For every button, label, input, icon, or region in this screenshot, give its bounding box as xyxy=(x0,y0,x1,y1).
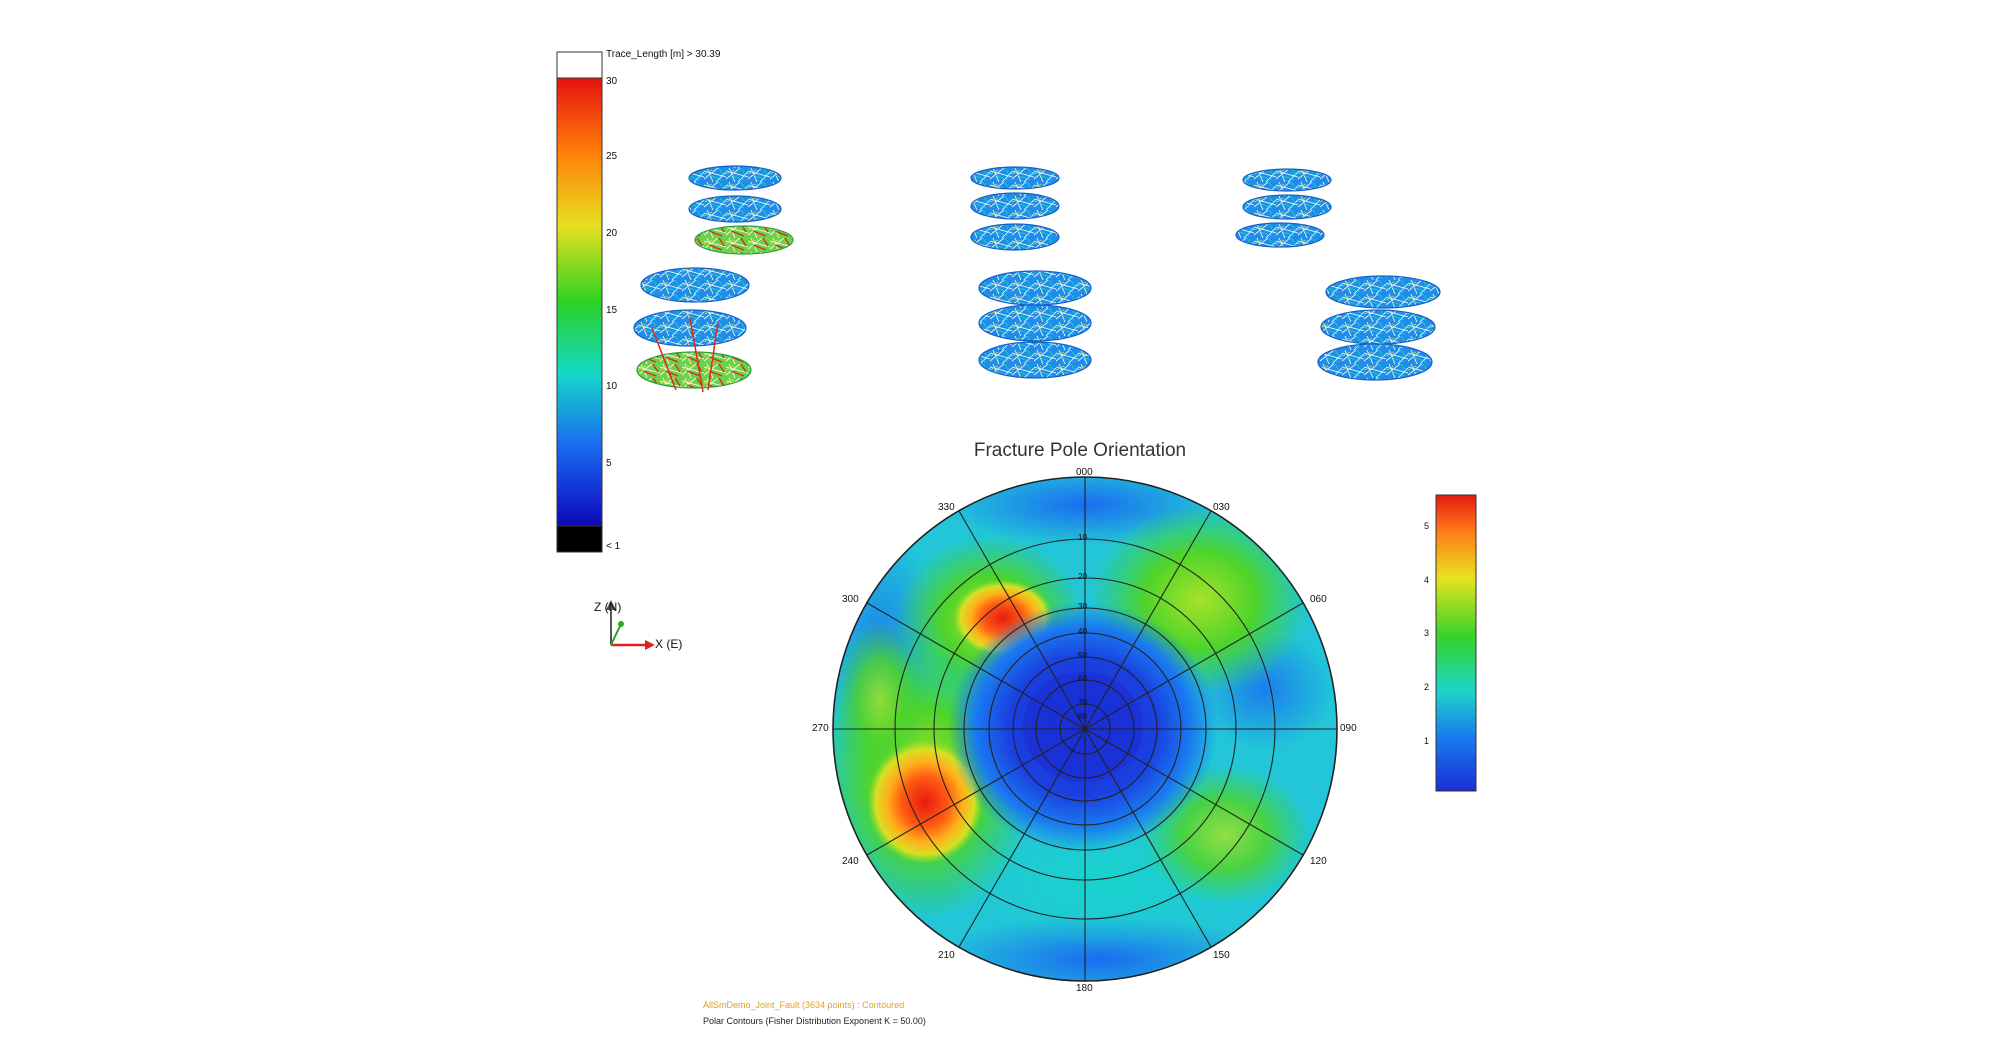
azimuth-label: 030 xyxy=(1213,502,1230,513)
cylinder-top-right xyxy=(1235,168,1332,248)
trace-legend-tick: < 1 xyxy=(606,541,621,552)
cylinder-top-left xyxy=(688,165,794,255)
dip-label: 40 xyxy=(1078,627,1087,636)
dip-label: 50 xyxy=(1078,651,1087,660)
trace-length-colorbar xyxy=(556,77,603,527)
trace-legend-tick: 15 xyxy=(606,305,618,316)
azimuth-label: 090 xyxy=(1340,723,1357,734)
cylinder-bottom-left xyxy=(633,267,752,393)
dip-label: 70 xyxy=(1078,698,1087,707)
azimuth-label: 180 xyxy=(1076,983,1093,994)
dip-label: 20 xyxy=(1078,572,1087,581)
fracture-cylinders xyxy=(633,165,1441,393)
axes-indicator xyxy=(606,600,655,650)
axis-z-label: Z (N) xyxy=(594,600,622,614)
trace-length-legend xyxy=(556,51,603,553)
azimuth-label: 240 xyxy=(842,856,859,867)
density-legend-tick: 5 xyxy=(1424,521,1430,531)
azimuth-label: 150 xyxy=(1213,950,1230,961)
azimuth-label: 270 xyxy=(812,723,829,734)
cylinder-top-middle xyxy=(970,166,1060,251)
density-legend-tick: 4 xyxy=(1424,575,1430,585)
density-peak-lower xyxy=(867,740,983,864)
trace-legend-tick: 5 xyxy=(606,458,612,469)
dip-label: 60 xyxy=(1078,674,1087,683)
azimuth-label: 120 xyxy=(1310,856,1327,867)
density-contours xyxy=(833,477,1337,981)
azimuth-label: 300 xyxy=(842,594,859,605)
stereonet xyxy=(832,476,1338,982)
stereonet-title: Fracture Pole Orientation xyxy=(973,440,1187,461)
trace-legend-tick: 25 xyxy=(606,151,618,162)
dataset-footer: AllSmDemo_Joint_Fault (3634 points) : Co… xyxy=(703,1000,905,1010)
azimuth-label: 210 xyxy=(938,950,955,961)
density-colorbar xyxy=(1435,494,1477,792)
cylinder-bottom-right xyxy=(1317,275,1441,381)
dip-label: 30 xyxy=(1078,602,1087,611)
trace-legend-tick: 30 xyxy=(606,76,618,87)
trace-legend-tick: 20 xyxy=(606,228,618,239)
dip-label: 10 xyxy=(1078,533,1087,542)
stereonet-grid xyxy=(832,476,1338,982)
azimuth-label: 060 xyxy=(1310,594,1327,605)
density-legend-tick: 3 xyxy=(1424,628,1430,638)
azimuth-label: 330 xyxy=(938,502,955,513)
density-legend-tick: 2 xyxy=(1424,682,1430,692)
azimuth-label: 000 xyxy=(1076,467,1093,478)
trace-legend-tick: 10 xyxy=(606,381,618,392)
density-legend-tick: 1 xyxy=(1424,736,1430,746)
dip-label: 80 xyxy=(1078,712,1087,721)
trace-legend-header: Trace_Length [m] > 30.39 xyxy=(606,49,721,60)
axis-x-label: X (E) xyxy=(655,637,683,651)
density-legend xyxy=(1435,494,1477,792)
cylinder-bottom-middle xyxy=(978,270,1092,379)
method-footer: Polar Contours (Fisher Distribution Expo… xyxy=(703,1016,926,1026)
